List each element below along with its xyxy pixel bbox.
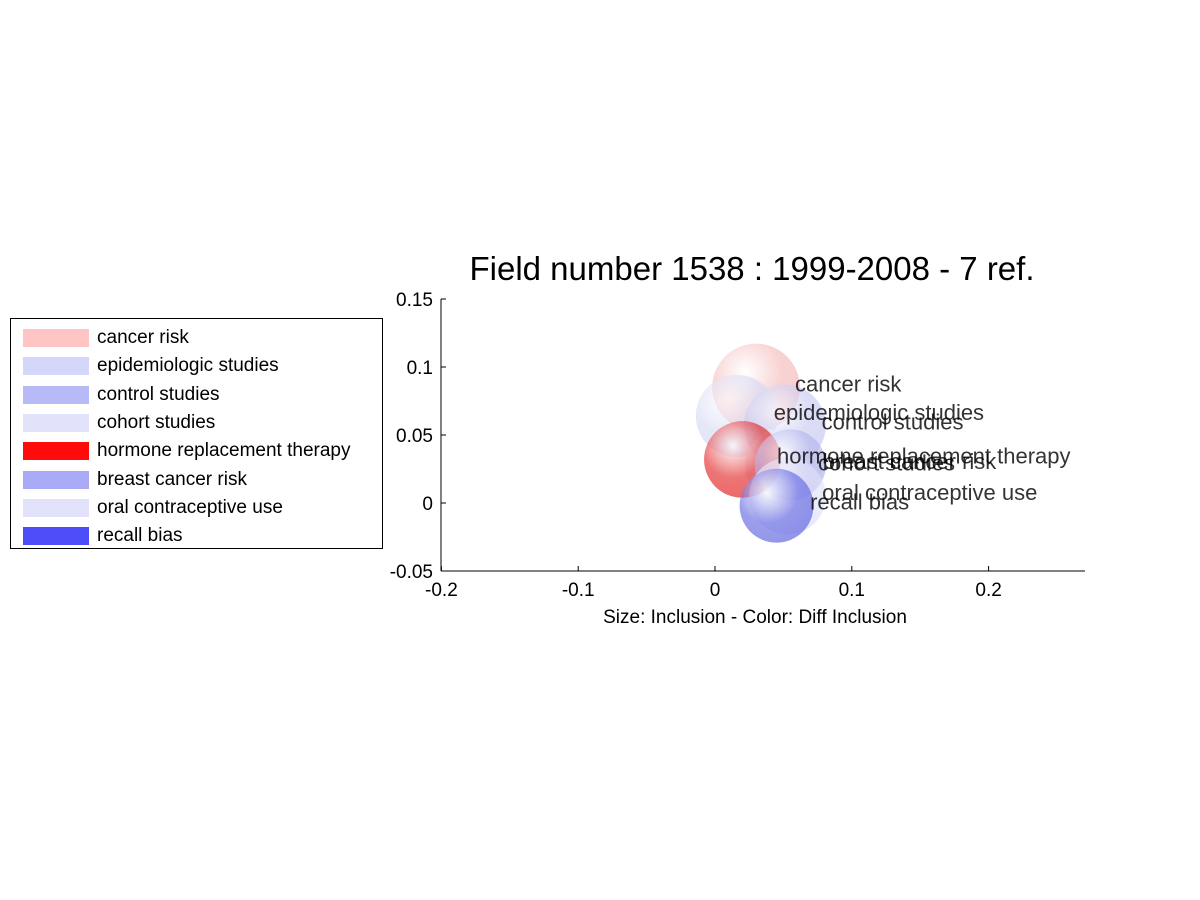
- point-label: recall bias: [810, 490, 909, 515]
- legend-label: recall bias: [97, 525, 183, 547]
- chart-title: Field number 1538 : 1999-2008 - 7 ref.: [469, 250, 1034, 287]
- legend-item: recall bias: [23, 525, 183, 547]
- point-label: cohort studies: [818, 450, 955, 475]
- legend-swatch: [23, 498, 89, 517]
- y-tick-label: 0.1: [407, 358, 433, 379]
- x-tick-label: 0.1: [839, 580, 865, 601]
- y-tick-label: 0: [422, 494, 433, 515]
- point-labels: cancer risk epidemiologic studiescontrol …: [774, 371, 1071, 514]
- legend-swatch: [23, 385, 89, 404]
- legend-swatch: [23, 442, 89, 461]
- x-tick-label: -0.2: [425, 580, 458, 601]
- point-label: cancer risk: [795, 371, 902, 396]
- legend-swatch: [23, 357, 89, 376]
- y-tick-label: -0.05: [390, 562, 433, 583]
- point-label: oral contraceptive use: [822, 480, 1037, 505]
- point-label: hormone replacement therapy: [777, 443, 1071, 468]
- y-tick-label: 0.15: [396, 290, 433, 311]
- legend-item: cancer risk: [23, 327, 189, 348]
- legend-swatch: [23, 413, 89, 432]
- legend-label: epidemiologic studies: [97, 355, 279, 377]
- legend-item: epidemiologic studies: [23, 355, 279, 377]
- point-label: epidemiologic studies: [774, 400, 984, 425]
- x-tick-label: 0: [710, 580, 721, 601]
- legend: cancer risk epidemiologic studies control …: [10, 318, 383, 549]
- legend-label: control studies: [97, 383, 220, 405]
- legend-item: control studies: [23, 383, 220, 405]
- legend-label: cancer risk: [97, 327, 189, 348]
- legend-item: breast cancer risk: [23, 468, 247, 490]
- legend-swatch: [23, 470, 89, 489]
- legend-label: oral contraceptive use: [97, 496, 283, 518]
- x-axis-label: Size: Inclusion - Color: Diff Inclusion: [603, 607, 907, 628]
- point-label: control studies: [822, 409, 964, 434]
- legend-label: breast cancer risk: [97, 468, 247, 490]
- bubbles: [695, 343, 826, 543]
- legend-swatch: [23, 527, 89, 546]
- legend-label: hormone replacement therapy: [97, 440, 351, 462]
- legend-item: oral contraceptive use: [23, 496, 283, 518]
- legend-label: cohort studies: [97, 411, 216, 433]
- x-tick-label: 0.2: [975, 580, 1001, 601]
- legend-swatch: [23, 329, 89, 347]
- bubble-recall-bias: [739, 468, 814, 543]
- point-label: breast cancer risk: [823, 449, 998, 474]
- axes: -0.2 -0.1 0 0.1 0.2 -0.05 0 0.05 0.1 0.15: [390, 290, 1085, 601]
- y-tick-label: 0.05: [396, 426, 433, 447]
- legend-item: cohort studies: [23, 411, 216, 433]
- x-tick-label: -0.1: [562, 580, 595, 601]
- legend-item: hormone replacement therapy: [23, 440, 351, 462]
